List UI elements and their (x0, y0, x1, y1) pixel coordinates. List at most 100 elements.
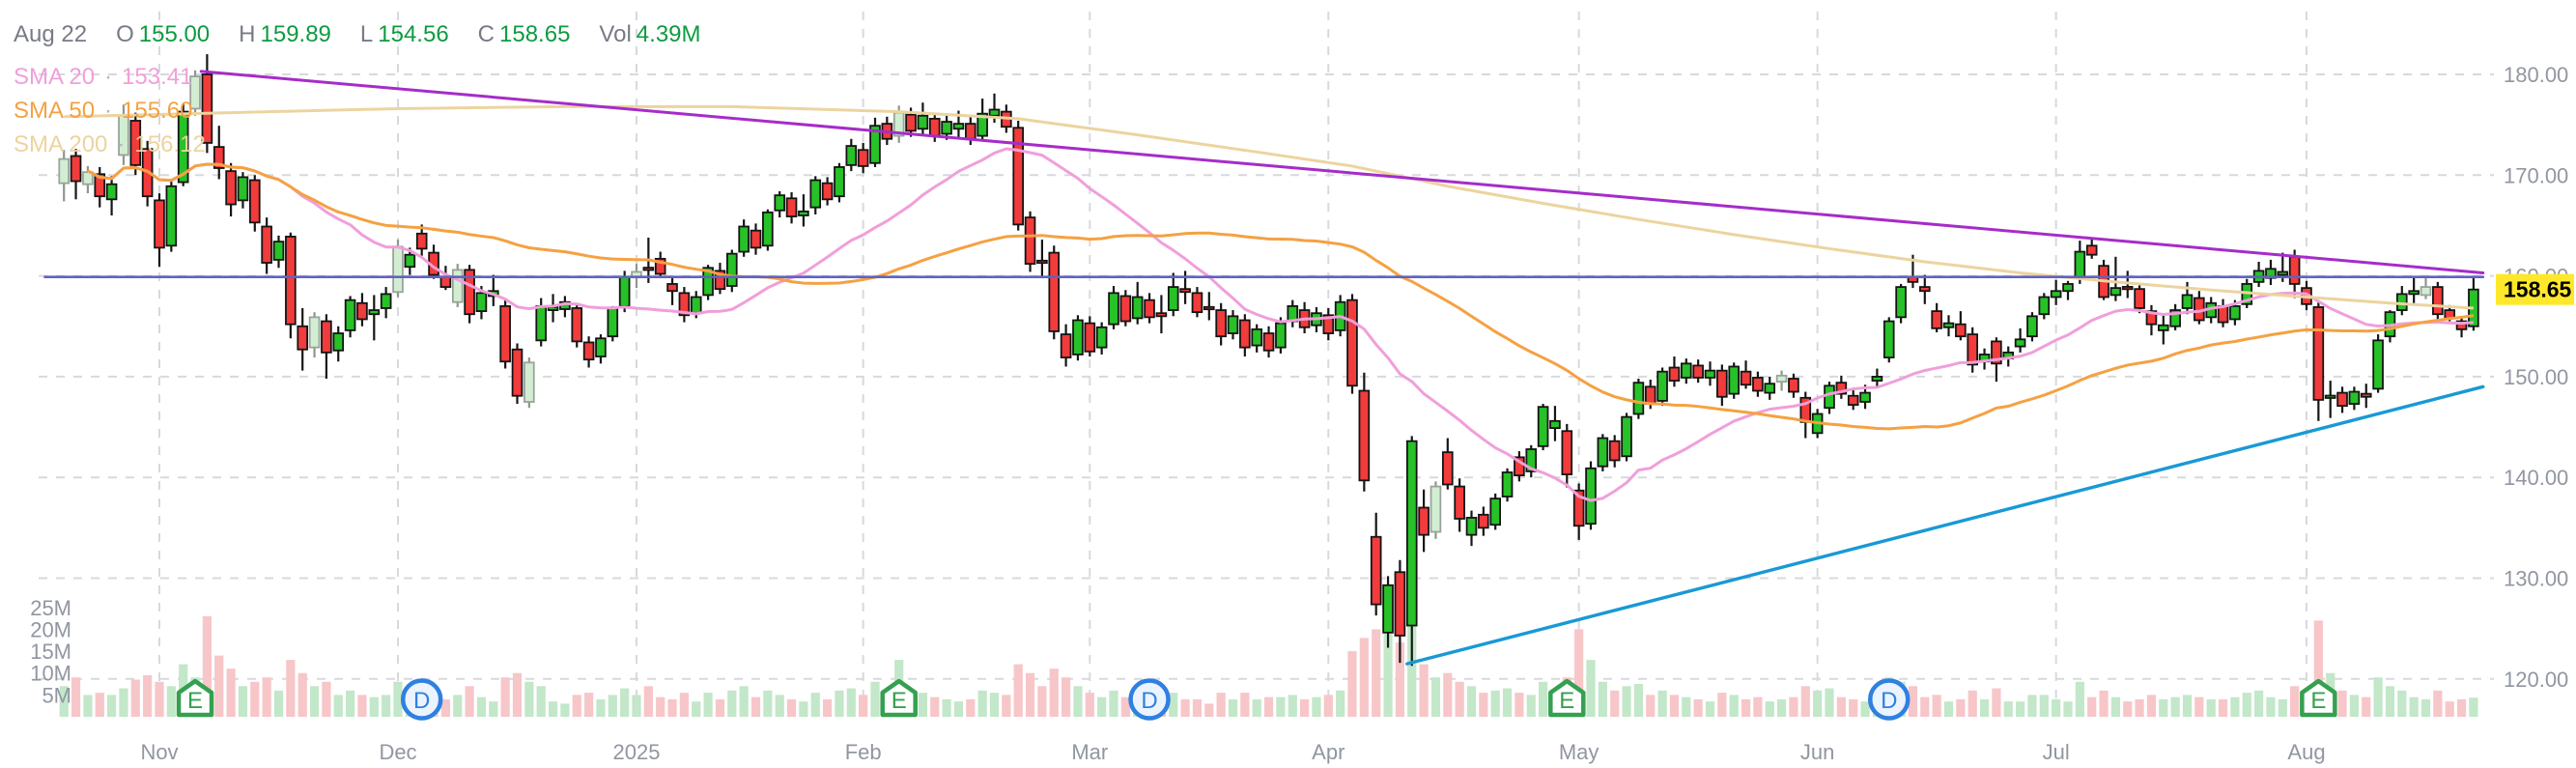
candle[interactable] (1251, 324, 1263, 353)
time-axis-label[interactable]: Nov (140, 740, 178, 764)
volume-bar[interactable] (262, 677, 271, 717)
volume-bar[interactable] (859, 695, 868, 717)
volume-bar[interactable] (1800, 686, 1810, 717)
volume-bar[interactable] (1479, 693, 1488, 717)
volume-bar[interactable] (2087, 697, 2097, 717)
volume-bar[interactable] (346, 690, 355, 717)
candle[interactable] (404, 247, 416, 275)
volume-bar[interactable] (679, 693, 689, 717)
volume-bar[interactable] (1753, 697, 1763, 717)
volume-bar[interactable] (2135, 698, 2144, 717)
volume-bar[interactable] (2445, 701, 2454, 717)
volume-bar[interactable] (2159, 698, 2168, 717)
candle[interactable] (165, 180, 178, 252)
price-axis-label[interactable]: 150.00 (2504, 365, 2568, 389)
volume-bar[interactable] (548, 701, 558, 717)
volume-bar[interactable] (2469, 697, 2478, 717)
candle[interactable] (272, 235, 285, 269)
volume-bar[interactable] (1455, 681, 1464, 717)
volume-bar[interactable] (1252, 698, 1261, 717)
volume-bar[interactable] (2337, 690, 2347, 717)
candle[interactable] (869, 117, 881, 167)
volume-bar[interactable] (2409, 697, 2419, 717)
candle[interactable] (798, 194, 809, 227)
volume-bar[interactable] (357, 695, 367, 717)
candle[interactable] (1656, 367, 1668, 407)
candle[interactable] (2408, 277, 2420, 303)
candle[interactable] (2194, 291, 2205, 325)
volume-bar[interactable] (1180, 698, 1190, 717)
volume-bar[interactable] (2242, 693, 2251, 717)
candle[interactable] (1824, 382, 1835, 414)
volume-bar[interactable] (1085, 693, 1094, 717)
candle[interactable] (774, 190, 785, 218)
volume-bar[interactable] (333, 695, 343, 717)
volume-bar[interactable] (1049, 668, 1059, 717)
candle[interactable] (1978, 348, 1991, 370)
volume-bar[interactable] (322, 681, 331, 717)
volume-bar[interactable] (656, 697, 665, 717)
volume-bar[interactable] (2039, 695, 2049, 717)
volume-bar[interactable] (2266, 697, 2276, 717)
candle[interactable] (1882, 317, 1895, 363)
volume-bar[interactable] (810, 693, 820, 717)
candle[interactable] (1489, 493, 1502, 530)
volume-bar[interactable] (2170, 697, 2180, 717)
volume-bar[interactable] (2433, 690, 2443, 717)
volume-bar[interactable] (1705, 701, 1715, 717)
volume-bar[interactable] (2003, 701, 2013, 717)
candle[interactable] (499, 298, 511, 369)
candle[interactable] (189, 70, 201, 116)
volume-bar[interactable] (750, 697, 761, 717)
time-axis-label[interactable]: Dec (379, 740, 416, 764)
volume-bar[interactable] (560, 703, 570, 717)
candle[interactable] (1239, 314, 1251, 357)
candle[interactable] (857, 142, 869, 174)
candle[interactable] (1442, 438, 1454, 490)
volume-bar[interactable] (382, 695, 391, 717)
volume-bar[interactable] (1312, 697, 1321, 717)
volume-bar[interactable] (1169, 693, 1178, 717)
candle[interactable] (1871, 368, 1883, 388)
price-axis-label[interactable]: 130.00 (2504, 567, 2568, 591)
volume-bar[interactable] (1407, 624, 1417, 717)
candle[interactable] (105, 176, 118, 216)
indicator-row-sma-20[interactable]: SMA 20 · 153.41 (14, 60, 206, 94)
volume-bar[interactable] (1526, 695, 1536, 717)
volume-bar[interactable] (214, 655, 224, 717)
candle[interactable] (2169, 303, 2181, 330)
candle[interactable] (2145, 304, 2158, 336)
volume-bar[interactable] (1586, 660, 1596, 717)
candle[interactable] (1108, 286, 1119, 329)
candle[interactable] (1358, 372, 1371, 492)
volume-bar[interactable] (536, 686, 546, 717)
volume-bar[interactable] (1777, 698, 1787, 717)
candle[interactable] (1167, 272, 1179, 317)
candle[interactable] (297, 307, 308, 371)
volume-bar[interactable] (930, 697, 940, 717)
volume-bar[interactable] (512, 672, 523, 717)
candle[interactable] (154, 193, 165, 268)
volume-bar[interactable] (489, 701, 498, 717)
candle[interactable] (2360, 384, 2372, 409)
candle[interactable] (821, 177, 834, 206)
volume-bar[interactable] (2110, 697, 2120, 717)
candle[interactable] (1155, 295, 1168, 334)
candle[interactable] (1346, 294, 1358, 394)
volume-bar[interactable] (870, 681, 880, 717)
candle[interactable] (1621, 412, 1632, 462)
time-axis-label[interactable]: Feb (845, 740, 882, 764)
candle[interactable] (1572, 483, 1585, 540)
time-axis-label[interactable]: 2025 (613, 740, 661, 764)
volume-bar[interactable] (2420, 698, 2431, 717)
candle[interactable] (2252, 261, 2265, 288)
candle[interactable] (1405, 436, 1418, 667)
candle[interactable] (1799, 391, 1812, 439)
volume-bar[interactable] (1849, 698, 1858, 717)
volume-bar[interactable] (83, 695, 93, 717)
volume-bar[interactable] (1109, 690, 1118, 717)
volume-bar[interactable] (643, 686, 653, 717)
candle[interactable] (58, 150, 70, 202)
volume-bar[interactable] (71, 677, 81, 717)
volume-bar[interactable] (286, 660, 296, 717)
